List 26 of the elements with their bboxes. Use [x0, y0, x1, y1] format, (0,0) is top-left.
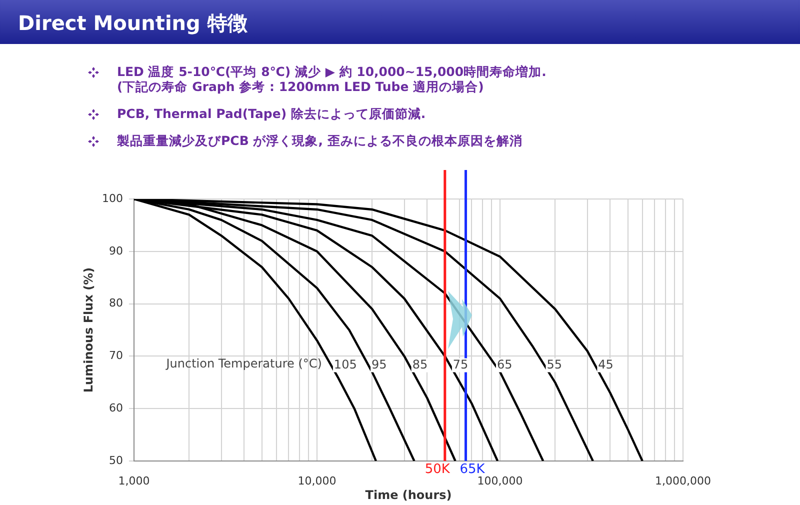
- series-label: 65: [496, 357, 512, 372]
- series-label: 95: [372, 357, 387, 372]
- y-tick-label: 100: [102, 192, 123, 205]
- ref-line-label: 50K: [424, 462, 450, 477]
- series-label: 85: [412, 357, 428, 372]
- y-tick-label: 70: [109, 349, 123, 362]
- y-axis-title: Luminous Flux (%): [81, 267, 96, 393]
- y-tick-label: 90: [109, 244, 123, 258]
- y-tick-label: 50: [109, 454, 123, 467]
- chart-title: Direct Mounting 特徴: [18, 10, 248, 37]
- y-tick-label: 80: [109, 296, 123, 310]
- x-tick-label: 100,000: [477, 474, 523, 488]
- ref-line-label: 65K: [460, 462, 486, 477]
- series-label: 105: [334, 357, 357, 372]
- text: LED 温度 5-10℃(平均 8℃) 減少 ▶ 約 10,000~15,000時間寿命増加. (下記の寿命 Graph 参考 : 1200mm LED Tube 適用の場合): [117, 64, 546, 94]
- legend-title: Junction Temperature (°C): [165, 356, 322, 370]
- x-tick-label: 1,000: [118, 474, 150, 488]
- x-tick-label: 10,000: [298, 474, 336, 488]
- text: PCB, Thermal Pad(Tape) 除去によって原価節減.: [117, 106, 426, 121]
- x-tick-label: 1,000,000: [655, 474, 711, 488]
- text: 製品重量減少及びPCB が浮く現象, 歪みによる不良の根本原因を解消: [117, 133, 522, 148]
- y-tick-label: 60: [109, 401, 123, 414]
- series-label: 45: [598, 357, 614, 372]
- series-label: 55: [546, 357, 562, 372]
- series-label: 75: [452, 357, 468, 372]
- x-axis-title: Time (hours): [365, 488, 452, 502]
